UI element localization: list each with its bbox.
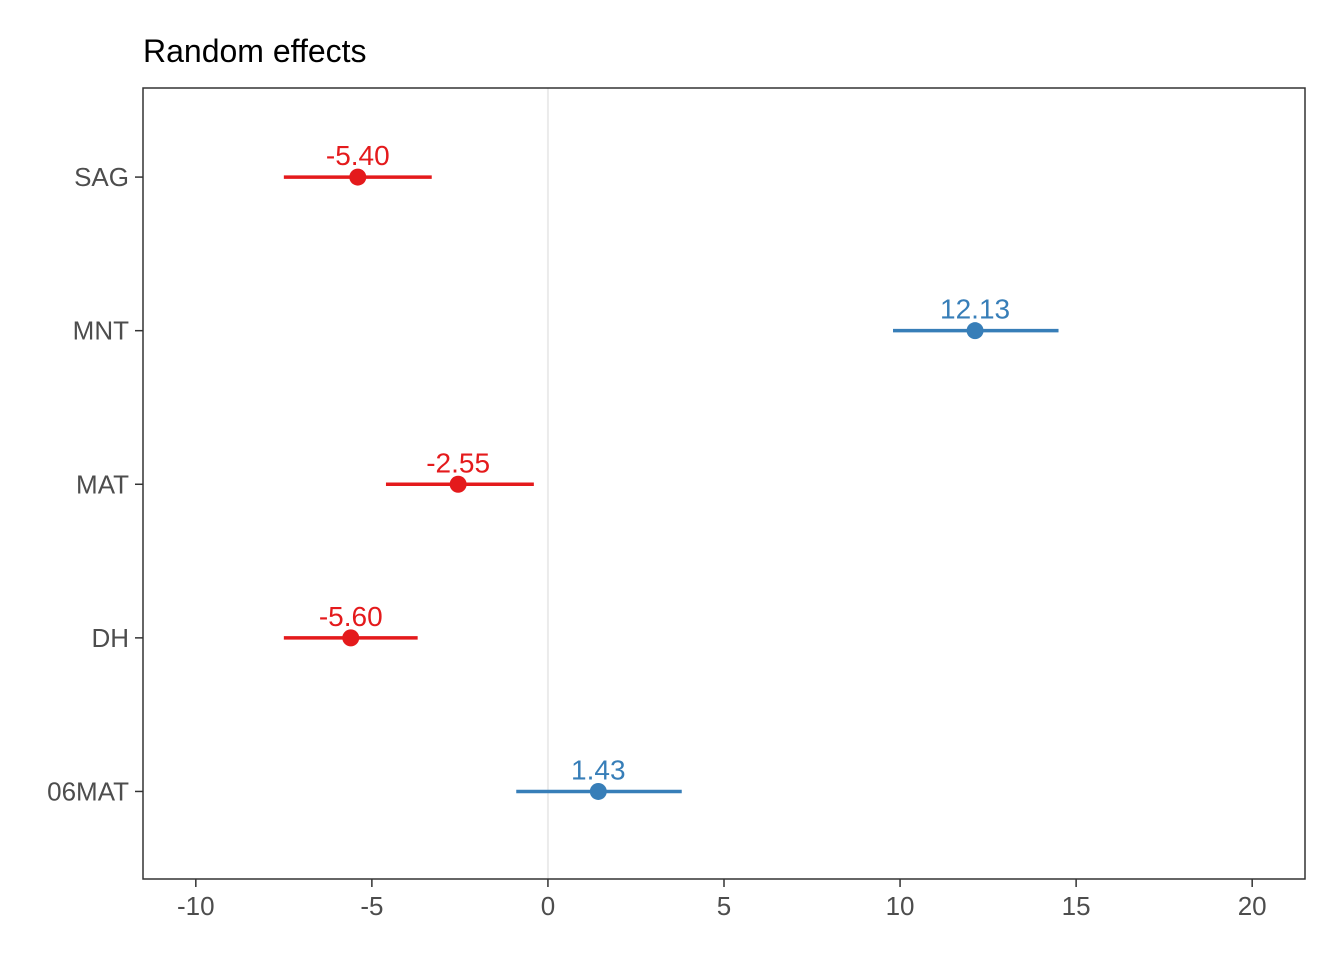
y-tick-label: SAG bbox=[74, 162, 129, 192]
x-tick-label: -10 bbox=[177, 891, 215, 921]
x-tick-label: 10 bbox=[886, 891, 915, 921]
x-axis: -10 -5 0 5 10 15 20 bbox=[177, 879, 1267, 921]
y-tick-label: 06MAT bbox=[47, 776, 129, 806]
x-tick-label: 0 bbox=[541, 891, 555, 921]
y-axis: SAG MNT MAT DH 06MAT bbox=[47, 162, 143, 806]
estimate-sag: -5.40 bbox=[283, 140, 432, 186]
chart-title: Random effects bbox=[143, 33, 367, 69]
estimate-label: 1.43 bbox=[571, 754, 626, 785]
y-tick-label: MAT bbox=[76, 469, 129, 499]
estimate-marks: -5.40 12.13 -2.55 -5.60 1.43 bbox=[283, 140, 1059, 800]
estimate-point bbox=[449, 475, 467, 493]
panel-border bbox=[142, 87, 1306, 880]
estimate-point bbox=[589, 782, 607, 800]
x-tick-label: 5 bbox=[717, 891, 731, 921]
y-tick-label: MNT bbox=[73, 316, 129, 346]
estimate-label: -5.40 bbox=[326, 140, 390, 171]
estimate-label: -2.55 bbox=[426, 447, 490, 478]
estimate-dh: -5.60 bbox=[283, 601, 418, 647]
estimate-point bbox=[966, 322, 984, 340]
estimate-point bbox=[349, 168, 367, 186]
estimate-point bbox=[342, 629, 360, 647]
y-tick-label: DH bbox=[91, 623, 129, 653]
x-tick-label: 20 bbox=[1238, 891, 1267, 921]
estimate-mat: -2.55 bbox=[385, 447, 534, 493]
estimate-06mat: 1.43 bbox=[516, 754, 682, 800]
x-tick-label: 15 bbox=[1062, 891, 1091, 921]
estimate-mnt: 12.13 bbox=[893, 294, 1059, 340]
estimate-label: 12.13 bbox=[940, 294, 1010, 325]
estimate-label: -5.60 bbox=[319, 601, 383, 632]
x-tick-label: -5 bbox=[360, 891, 383, 921]
